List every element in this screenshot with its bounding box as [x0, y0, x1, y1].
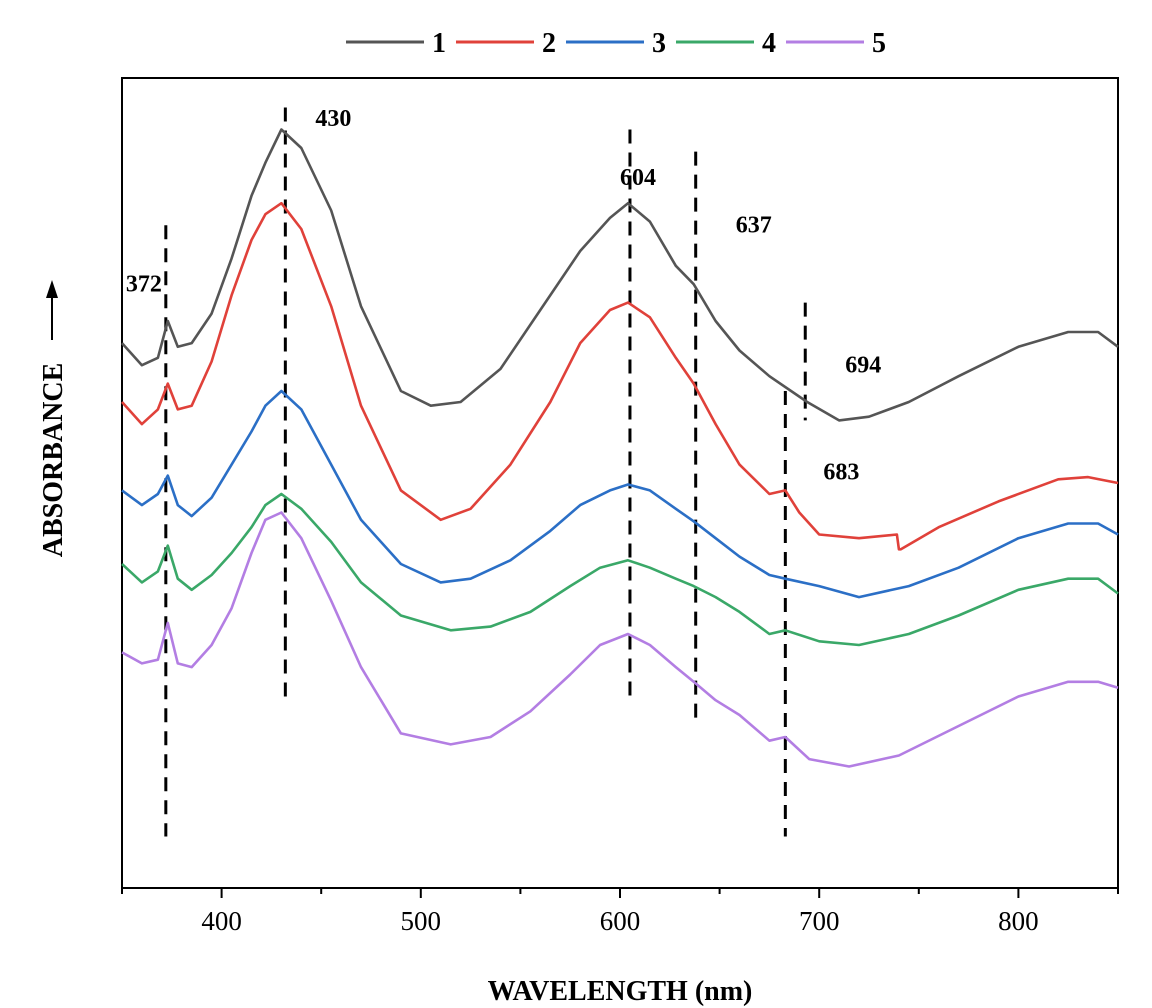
peak-label-637: 637 [736, 213, 772, 239]
series-line-3 [121, 389, 1119, 599]
peak-label-430: 430 [315, 106, 351, 132]
peak-labels: 372 430 604 637 683 694 [126, 106, 881, 485]
x-tick-label-800: 800 [998, 906, 1039, 936]
x-axis-title: WAVELENGTH (nm) [488, 976, 753, 1007]
peak-label-694: 694 [845, 353, 881, 379]
peak-label-372: 372 [126, 272, 162, 298]
x-tick-label-600: 600 [600, 906, 641, 936]
series-line-4 [121, 492, 1119, 647]
y-axis-title: ABSORBANCE [38, 363, 69, 557]
legend-label-5: 5 [872, 28, 886, 59]
y-axis-arrow [46, 280, 58, 340]
legend-label-2: 2 [542, 28, 556, 59]
series-line-5 [121, 511, 1119, 768]
x-tick-label-500: 500 [401, 906, 442, 936]
plot-frame [121, 77, 1119, 889]
series-line-2 [121, 201, 1119, 551]
legend-label-4: 4 [762, 28, 776, 59]
legend-label-3: 3 [652, 28, 666, 59]
legend-label-1: 1 [432, 28, 446, 59]
x-tick-label-700: 700 [799, 906, 840, 936]
legend: 1 2 3 4 5 [346, 28, 886, 59]
peak-label-604: 604 [620, 165, 656, 191]
x-tick-label-400: 400 [201, 906, 242, 936]
series-line-1 [121, 128, 1119, 422]
x-axis: 400 500 600 700 800 [121, 888, 1119, 936]
peak-label-683: 683 [823, 459, 859, 485]
series-lines [121, 128, 1119, 768]
reference-lines [164, 107, 807, 837]
